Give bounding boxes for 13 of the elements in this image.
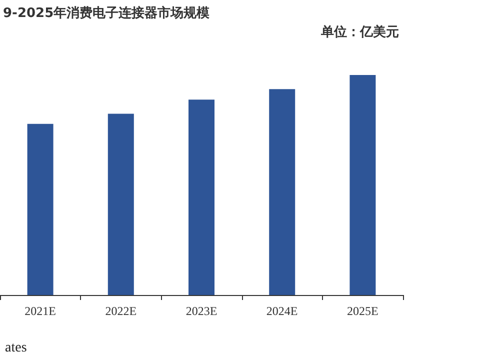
bar [108,114,134,295]
chart-subtitle: 单位：亿美元 [320,24,399,40]
x-tick-label: 2021E [24,304,56,318]
bar [188,100,214,295]
bar [27,124,54,295]
x-tick-label: 2023E [186,304,218,318]
text: ates [5,340,27,356]
chart-title: 9-2025年消费电子连接器市场规模 [3,5,210,21]
x-tick-label: 2024E [266,304,298,318]
x-tick-label: 2025E [347,304,378,318]
bar [269,89,296,295]
bar [350,75,376,295]
x-tick-label: 2022E [105,304,137,318]
